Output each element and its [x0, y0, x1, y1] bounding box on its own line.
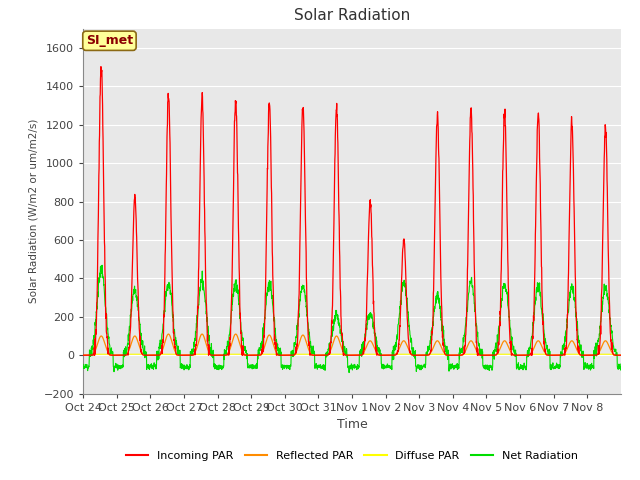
- Text: SI_met: SI_met: [86, 34, 133, 47]
- Legend: Incoming PAR, Reflected PAR, Diffuse PAR, Net Radiation: Incoming PAR, Reflected PAR, Diffuse PAR…: [122, 446, 582, 466]
- Title: Solar Radiation: Solar Radiation: [294, 9, 410, 24]
- Y-axis label: Solar Radiation (W/m2 or um/m2/s): Solar Radiation (W/m2 or um/m2/s): [28, 119, 38, 303]
- X-axis label: Time: Time: [337, 418, 367, 431]
